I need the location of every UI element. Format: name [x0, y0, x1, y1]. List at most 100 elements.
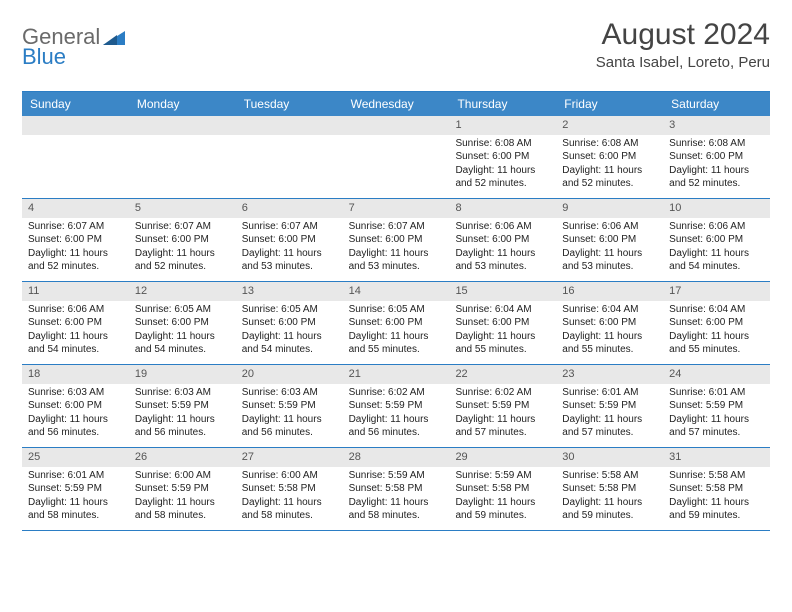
day-label: Friday	[556, 92, 663, 116]
sunrise-text: Sunrise: 6:08 AM	[455, 137, 550, 151]
day-details: Sunrise: 5:59 AMSunset: 5:58 PMDaylight:…	[449, 467, 556, 527]
calendar-cell: 14Sunrise: 6:05 AMSunset: 6:00 PMDayligh…	[343, 282, 450, 364]
day-number: 30	[556, 448, 663, 467]
sunset-text: Sunset: 6:00 PM	[455, 233, 550, 247]
daylight-text: Daylight: 11 hours and 56 minutes.	[349, 413, 444, 440]
sunset-text: Sunset: 5:59 PM	[349, 399, 444, 413]
day-number: 6	[236, 199, 343, 218]
calendar-week: 11Sunrise: 6:06 AMSunset: 6:00 PMDayligh…	[22, 282, 770, 365]
calendar-cell: 6Sunrise: 6:07 AMSunset: 6:00 PMDaylight…	[236, 199, 343, 281]
sunrise-text: Sunrise: 6:00 AM	[135, 469, 230, 483]
daylight-text: Daylight: 11 hours and 54 minutes.	[28, 330, 123, 357]
calendar-cell: 3Sunrise: 6:08 AMSunset: 6:00 PMDaylight…	[663, 116, 770, 198]
daylight-text: Daylight: 11 hours and 55 minutes.	[349, 330, 444, 357]
day-number: 28	[343, 448, 450, 467]
calendar-cell	[22, 116, 129, 198]
day-details: Sunrise: 6:08 AMSunset: 6:00 PMDaylight:…	[556, 135, 663, 195]
day-details: Sunrise: 6:01 AMSunset: 5:59 PMDaylight:…	[556, 384, 663, 444]
sunset-text: Sunset: 6:00 PM	[562, 150, 657, 164]
day-number: 16	[556, 282, 663, 301]
sunset-text: Sunset: 6:00 PM	[455, 150, 550, 164]
day-number: 18	[22, 365, 129, 384]
sunrise-text: Sunrise: 6:04 AM	[562, 303, 657, 317]
page: General August 2024 Santa Isabel, Loreto…	[0, 0, 792, 549]
sunset-text: Sunset: 5:58 PM	[349, 482, 444, 496]
day-number: 11	[22, 282, 129, 301]
day-number: 25	[22, 448, 129, 467]
sunset-text: Sunset: 6:00 PM	[28, 399, 123, 413]
day-number: 19	[129, 365, 236, 384]
calendar-cell: 1Sunrise: 6:08 AMSunset: 6:00 PMDaylight…	[449, 116, 556, 198]
sunrise-text: Sunrise: 6:05 AM	[242, 303, 337, 317]
day-details: Sunrise: 6:07 AMSunset: 6:00 PMDaylight:…	[129, 218, 236, 278]
day-details: Sunrise: 6:07 AMSunset: 6:00 PMDaylight:…	[22, 218, 129, 278]
day-details: Sunrise: 6:05 AMSunset: 6:00 PMDaylight:…	[343, 301, 450, 361]
day-details	[22, 135, 129, 141]
day-details	[129, 135, 236, 141]
calendar-week: 25Sunrise: 6:01 AMSunset: 5:59 PMDayligh…	[22, 448, 770, 531]
sunset-text: Sunset: 6:00 PM	[28, 316, 123, 330]
calendar-cell: 24Sunrise: 6:01 AMSunset: 5:59 PMDayligh…	[663, 365, 770, 447]
day-details: Sunrise: 6:02 AMSunset: 5:59 PMDaylight:…	[449, 384, 556, 444]
sunset-text: Sunset: 5:59 PM	[242, 399, 337, 413]
day-details: Sunrise: 6:03 AMSunset: 5:59 PMDaylight:…	[129, 384, 236, 444]
day-label: Sunday	[22, 92, 129, 116]
calendar-cell: 17Sunrise: 6:04 AMSunset: 6:00 PMDayligh…	[663, 282, 770, 364]
day-number: 4	[22, 199, 129, 218]
calendar-cell: 13Sunrise: 6:05 AMSunset: 6:00 PMDayligh…	[236, 282, 343, 364]
day-number: 8	[449, 199, 556, 218]
day-details: Sunrise: 5:58 AMSunset: 5:58 PMDaylight:…	[663, 467, 770, 527]
sunrise-text: Sunrise: 6:07 AM	[28, 220, 123, 234]
calendar-cell: 25Sunrise: 6:01 AMSunset: 5:59 PMDayligh…	[22, 448, 129, 530]
day-label: Wednesday	[343, 92, 450, 116]
calendar-cell: 26Sunrise: 6:00 AMSunset: 5:59 PMDayligh…	[129, 448, 236, 530]
sunset-text: Sunset: 6:00 PM	[562, 233, 657, 247]
calendar-cell	[343, 116, 450, 198]
daylight-text: Daylight: 11 hours and 55 minutes.	[562, 330, 657, 357]
sunset-text: Sunset: 5:59 PM	[135, 399, 230, 413]
calendar-cell	[129, 116, 236, 198]
sunrise-text: Sunrise: 6:02 AM	[349, 386, 444, 400]
day-label: Monday	[129, 92, 236, 116]
day-details: Sunrise: 6:02 AMSunset: 5:59 PMDaylight:…	[343, 384, 450, 444]
day-details: Sunrise: 6:08 AMSunset: 6:00 PMDaylight:…	[663, 135, 770, 195]
day-details: Sunrise: 6:05 AMSunset: 6:00 PMDaylight:…	[129, 301, 236, 361]
sunset-text: Sunset: 6:00 PM	[28, 233, 123, 247]
day-number: 27	[236, 448, 343, 467]
daylight-text: Daylight: 11 hours and 53 minutes.	[562, 247, 657, 274]
day-details: Sunrise: 6:04 AMSunset: 6:00 PMDaylight:…	[663, 301, 770, 361]
sunrise-text: Sunrise: 5:58 AM	[669, 469, 764, 483]
sunrise-text: Sunrise: 6:08 AM	[669, 137, 764, 151]
brand-part2: Blue	[22, 44, 66, 70]
sunrise-text: Sunrise: 6:04 AM	[669, 303, 764, 317]
sunset-text: Sunset: 5:59 PM	[669, 399, 764, 413]
sunrise-text: Sunrise: 6:01 AM	[669, 386, 764, 400]
sunset-text: Sunset: 5:59 PM	[562, 399, 657, 413]
daylight-text: Daylight: 11 hours and 54 minutes.	[135, 330, 230, 357]
sunset-text: Sunset: 5:59 PM	[135, 482, 230, 496]
day-number	[343, 116, 450, 135]
sunrise-text: Sunrise: 5:58 AM	[562, 469, 657, 483]
sunset-text: Sunset: 5:58 PM	[455, 482, 550, 496]
weeks-container: 1Sunrise: 6:08 AMSunset: 6:00 PMDaylight…	[22, 116, 770, 531]
calendar-cell: 31Sunrise: 5:58 AMSunset: 5:58 PMDayligh…	[663, 448, 770, 530]
day-details: Sunrise: 6:04 AMSunset: 6:00 PMDaylight:…	[449, 301, 556, 361]
daylight-text: Daylight: 11 hours and 56 minutes.	[242, 413, 337, 440]
daylight-text: Daylight: 11 hours and 55 minutes.	[669, 330, 764, 357]
calendar-cell: 16Sunrise: 6:04 AMSunset: 6:00 PMDayligh…	[556, 282, 663, 364]
day-number: 26	[129, 448, 236, 467]
calendar-cell: 29Sunrise: 5:59 AMSunset: 5:58 PMDayligh…	[449, 448, 556, 530]
day-details	[343, 135, 450, 141]
sunrise-text: Sunrise: 6:08 AM	[562, 137, 657, 151]
calendar-cell: 11 Sunrise: 6:06 AMSunset: 6:00 PMDayligh…	[22, 282, 129, 364]
sunset-text: Sunset: 6:00 PM	[669, 233, 764, 247]
daylight-text: Daylight: 11 hours and 58 minutes.	[349, 496, 444, 523]
sunrise-text: Sunrise: 6:03 AM	[242, 386, 337, 400]
sunset-text: Sunset: 5:58 PM	[562, 482, 657, 496]
sunrise-text: Sunrise: 6:02 AM	[455, 386, 550, 400]
day-details: Sunrise: 5:59 AMSunset: 5:58 PMDaylight:…	[343, 467, 450, 527]
sunrise-text: Sunrise: 6:06 AM	[28, 303, 123, 317]
calendar-cell: 22Sunrise: 6:02 AMSunset: 5:59 PMDayligh…	[449, 365, 556, 447]
day-number: 29	[449, 448, 556, 467]
location: Santa Isabel, Loreto, Peru	[596, 54, 770, 71]
